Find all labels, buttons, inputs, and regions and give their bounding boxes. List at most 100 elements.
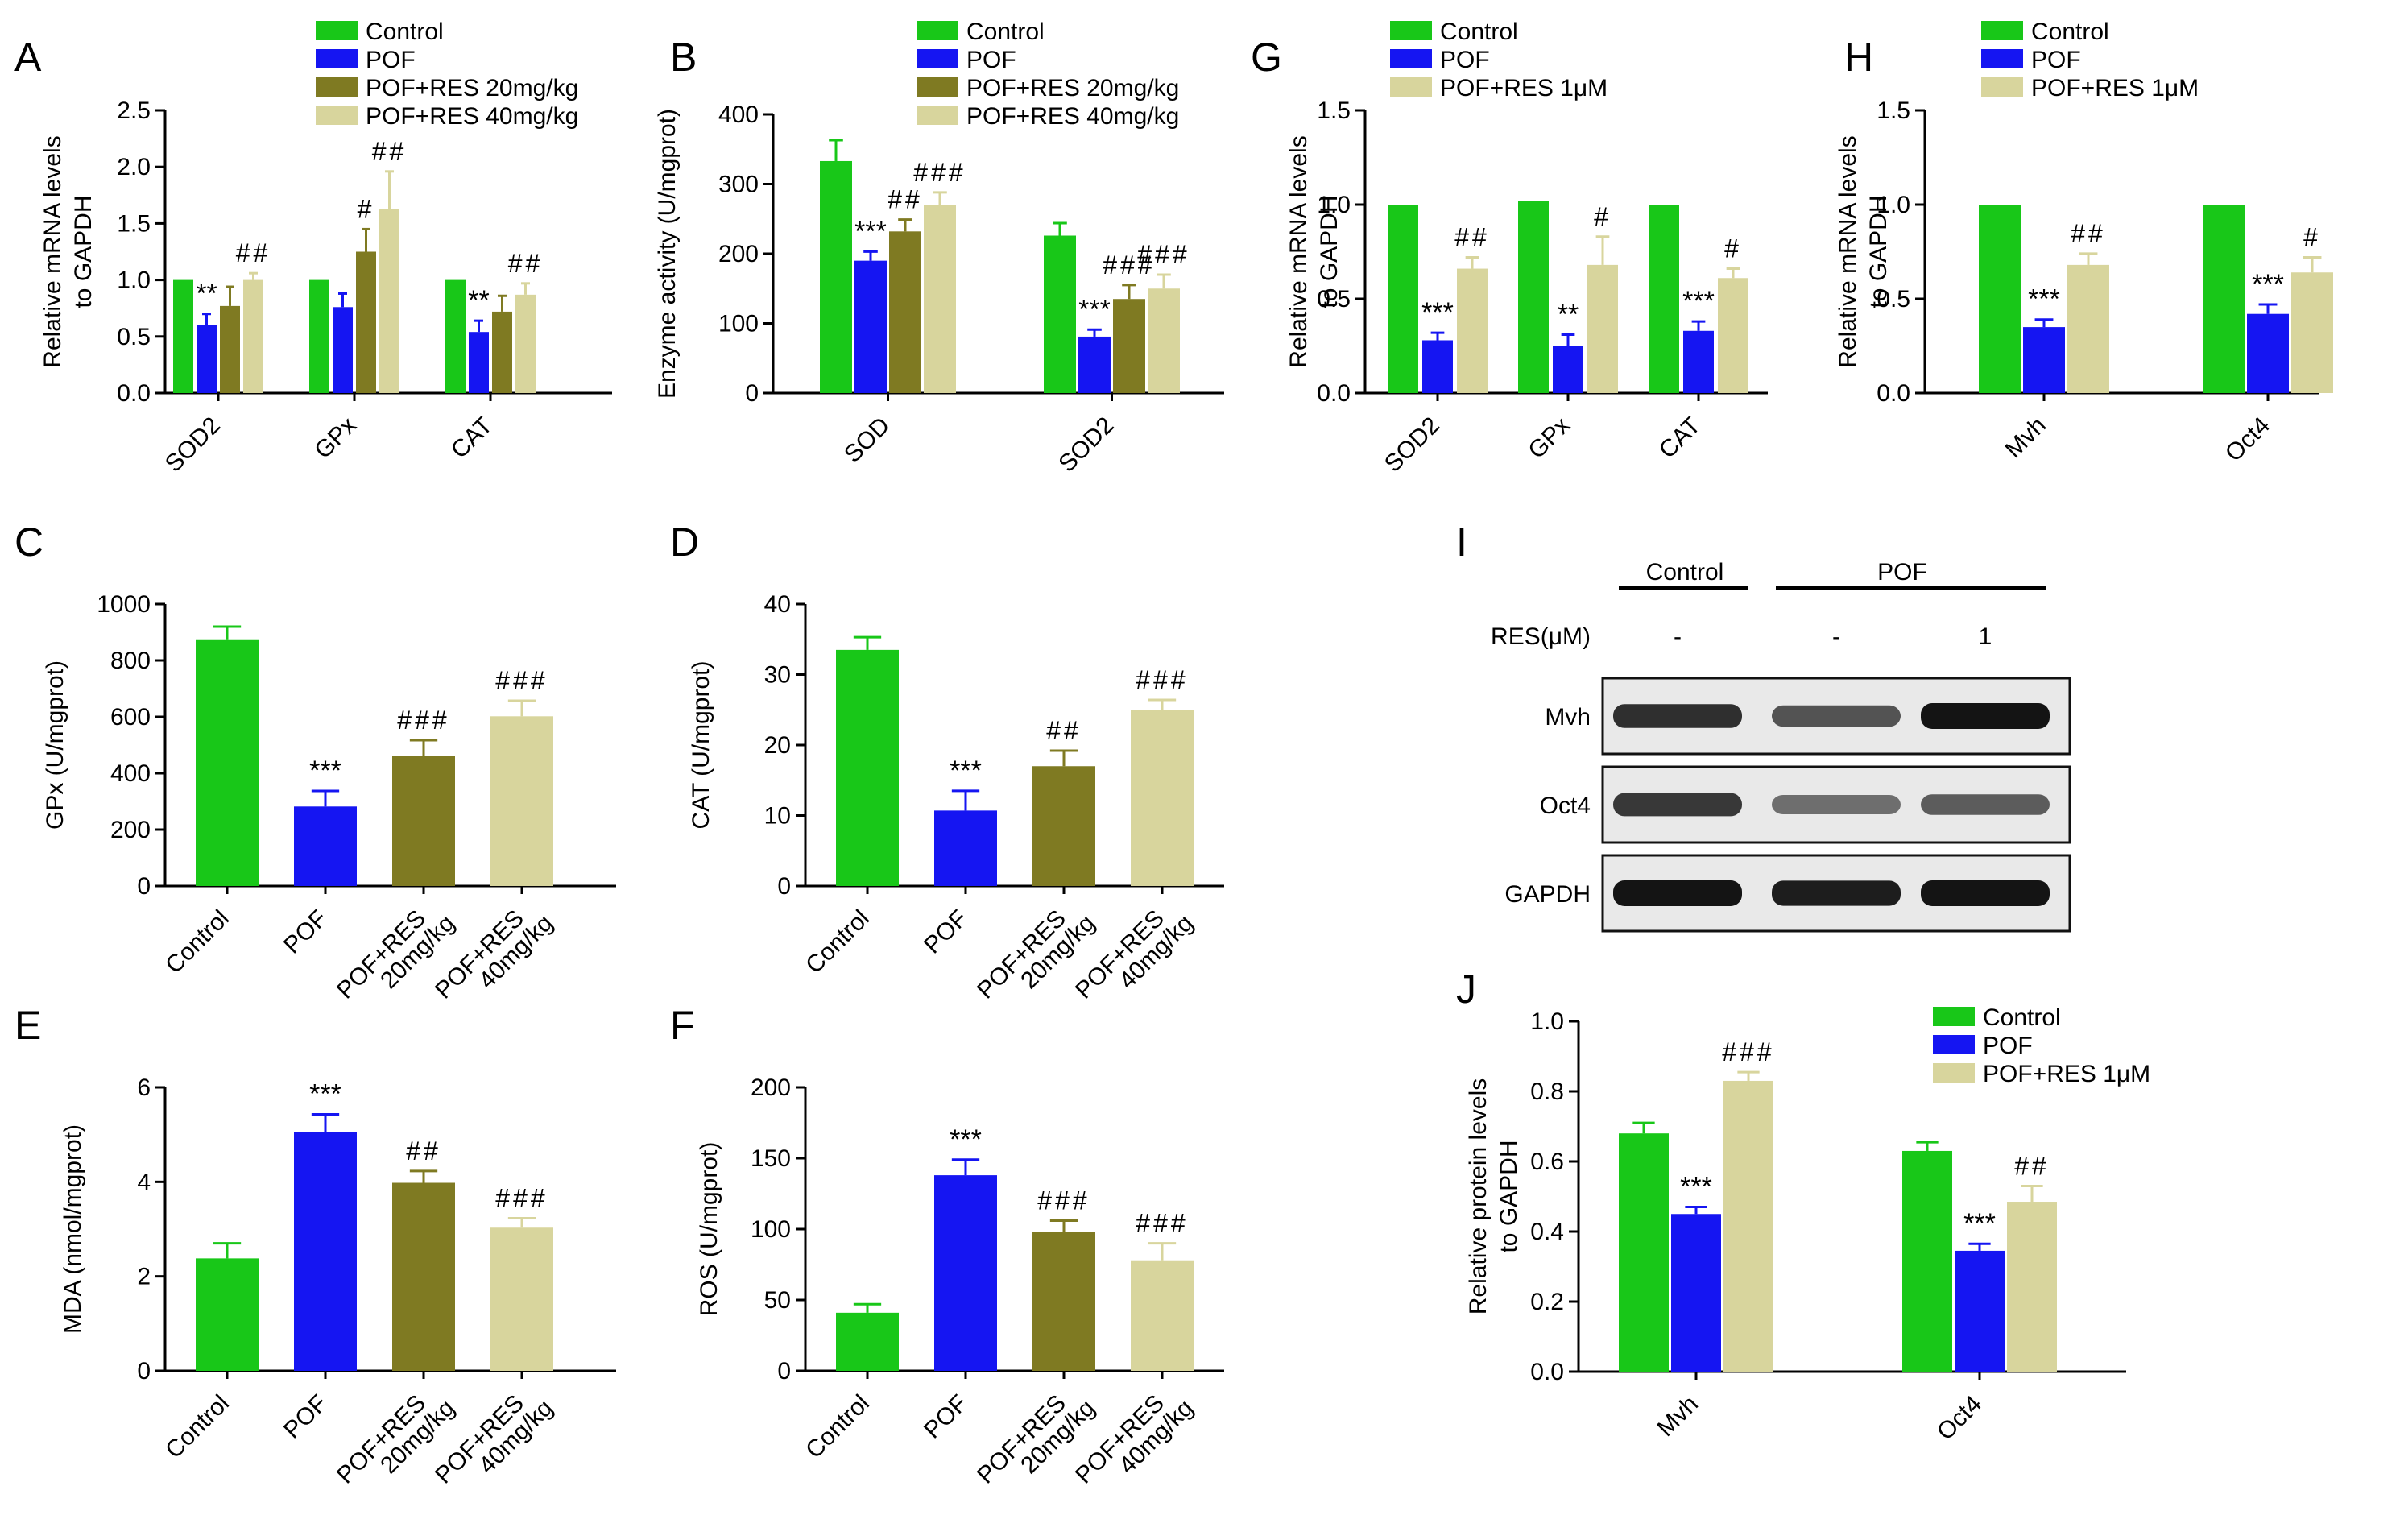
bar <box>333 307 353 393</box>
bar <box>220 305 240 393</box>
x-tick-label: GPx <box>1523 412 1575 465</box>
significance-mark: *** <box>854 216 887 246</box>
legend-swatch <box>917 77 958 97</box>
y-tick-label: 100 <box>718 311 759 337</box>
y-tick-label: 10 <box>764 803 791 830</box>
y-tick-label: 200 <box>718 241 759 267</box>
bar <box>1619 1133 1669 1372</box>
y-tick-label: 1.0 <box>1530 1008 1564 1035</box>
y-tick-label: 0.0 <box>1317 380 1351 407</box>
bar <box>1113 299 1145 393</box>
bar <box>1422 340 1453 393</box>
y-tick-label: 0 <box>745 380 759 407</box>
significance-mark: ### <box>397 706 449 735</box>
y-tick-label: 400 <box>110 760 151 787</box>
legend-swatch <box>1933 1035 1975 1054</box>
x-tick-label: SOD <box>839 412 895 468</box>
legend-label: POF <box>966 47 1016 73</box>
y-tick-label: 20 <box>764 732 791 759</box>
y-tick-label: 150 <box>751 1145 791 1172</box>
y-axis-title: MDA (nmol/mgprot) <box>60 1124 86 1334</box>
bar <box>2203 205 2245 393</box>
bar <box>515 294 536 393</box>
y-tick-label: 1000 <box>97 591 151 618</box>
significance-mark: ## <box>1454 223 1490 252</box>
x-tick-label: CAT <box>446 412 498 464</box>
bar <box>836 1312 899 1371</box>
y-tick-label: 1.5 <box>1317 97 1351 124</box>
x-tick-label: Oct4 <box>1932 1391 1987 1446</box>
y-axis-title: ROS (U/mgprot) <box>696 1142 722 1317</box>
blot-band <box>1772 705 1901 727</box>
significance-mark: # <box>358 194 375 223</box>
bar <box>1902 1150 1952 1372</box>
y-tick-label: 0.2 <box>1530 1289 1564 1315</box>
x-tick-label: Control <box>801 905 875 979</box>
bar <box>490 716 553 886</box>
legend-label: POF+RES 40mg/kg <box>366 103 578 130</box>
y-tick-label: 1.5 <box>117 210 151 237</box>
y-tick-label: 1.0 <box>1877 192 1910 218</box>
legend-label: POF+RES 40mg/kg <box>966 103 1179 130</box>
blot-band <box>1921 794 2050 815</box>
legend-label: POF <box>1440 47 1490 73</box>
y-tick-label: 0.6 <box>1530 1149 1564 1175</box>
panel-letter: A <box>14 35 42 80</box>
legend-label: POF <box>366 47 416 73</box>
bar <box>1044 235 1076 393</box>
y-tick-label: 0 <box>137 1358 151 1385</box>
panel-h: H 0.0 0.5 1.0 1.5 Relative mRNA levels to GAPD… <box>1835 19 2333 467</box>
bar <box>2247 313 2289 393</box>
bar <box>889 231 921 393</box>
legend-label: POF+RES 20mg/kg <box>366 75 578 101</box>
legend-label: Control <box>366 19 444 45</box>
legend-swatch <box>917 49 958 68</box>
bar <box>1683 330 1714 393</box>
y-tick-label: 1.5 <box>1877 97 1910 124</box>
y-tick-label: 600 <box>110 704 151 731</box>
bar <box>196 639 259 886</box>
y-axis-title: to GAPDH <box>1496 1140 1522 1252</box>
y-axis-title: to GAPDH <box>1316 195 1343 308</box>
bar <box>820 160 852 393</box>
significance-mark: ### <box>1136 665 1188 694</box>
bar <box>1388 205 1418 393</box>
y-tick-label: 1.0 <box>117 267 151 294</box>
legend-swatch <box>917 106 958 125</box>
x-tick-label: SOD2 <box>1380 412 1445 478</box>
y-axis-title: Relative protein levels <box>1465 1078 1492 1314</box>
blot-row-label: Oct4 <box>1540 793 1591 819</box>
y-tick-label: 6 <box>137 1074 151 1101</box>
legend-label: Control <box>1983 1004 2061 1031</box>
bar <box>196 1258 259 1371</box>
significance-mark: *** <box>2252 269 2284 300</box>
x-tick-label: CAT <box>1654 412 1706 464</box>
bar <box>294 806 357 886</box>
y-axis-title: Relative mRNA levels <box>1285 135 1312 367</box>
legend-swatch <box>1981 49 2023 68</box>
panel-i-western-blot: I Control POF RES(μM) - - 1 Mvh Oct4 GAPDH <box>1456 520 2071 933</box>
x-tick-label: SOD2 <box>160 412 226 478</box>
bar <box>243 279 263 393</box>
significance-mark: ## <box>2071 219 2106 248</box>
legend-swatch <box>917 21 958 40</box>
bar <box>1649 205 1679 393</box>
significance-mark: ## <box>372 137 408 166</box>
y-axis-title: CAT (U/mgprot) <box>688 661 714 830</box>
legend-swatch <box>1390 49 1432 68</box>
blot-row-label: Mvh <box>1545 704 1591 731</box>
x-tick-label: GPx <box>309 412 362 465</box>
x-tick-label: POF <box>279 905 333 959</box>
legend-label: POF+RES 1μM <box>1983 1061 2150 1087</box>
significance-mark: *** <box>309 1078 341 1109</box>
y-tick-label: 400 <box>718 101 759 128</box>
group-label-control: Control <box>1646 559 1724 586</box>
legend-swatch <box>1933 1007 1975 1026</box>
significance-mark: *** <box>309 756 341 786</box>
y-axis-title: Relative mRNA levels <box>39 135 66 367</box>
bar <box>1078 336 1111 393</box>
bar <box>1131 710 1194 886</box>
legend-label: POF+RES 20mg/kg <box>966 75 1179 101</box>
